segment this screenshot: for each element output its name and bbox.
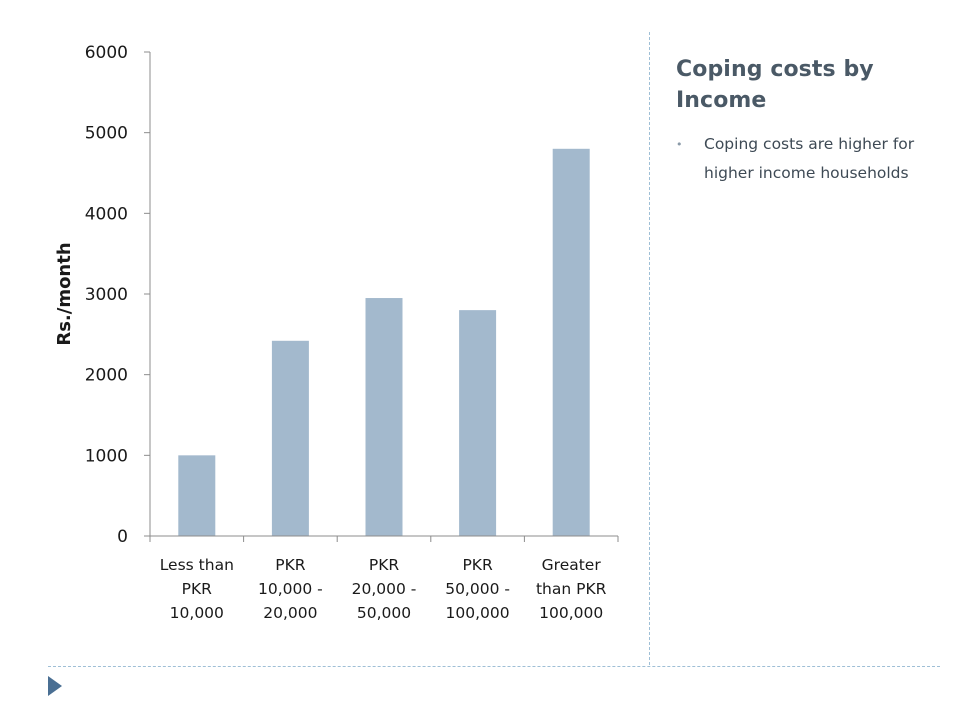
y-tick-label: 0 [117,527,128,547]
y-tick-label: 4000 [85,204,128,224]
x-tick-label: PKR 20,000 -50,000 [352,556,417,622]
y-tick-label: 6000 [85,43,128,63]
y-axis-label: Rs./month [54,242,75,345]
x-tick-label: Greater than PKR 100,000 [536,556,607,622]
slide-triangle-icon [48,676,62,696]
horizontal-divider [48,666,940,667]
y-tick-label: 5000 [85,124,128,144]
bullet-list: • Coping costs are higher for higher inc… [676,130,936,188]
x-tick-label: PKR 10,000 -20,000 [258,556,323,622]
y-tick-label: 1000 [85,446,128,466]
y-tick-label: 2000 [85,366,128,386]
bar-3 [365,298,403,536]
x-tick-label: PKR 50,000 -100,000 [445,556,510,622]
slide-title: Coping costs by Income [676,57,874,113]
bullet-text: Coping costs are higher for higher incom… [704,135,915,182]
bar-4 [459,310,497,536]
bar-chart: 0 1000 2000 3000 4000 5000 6000 Less than PKR 10,… [54,43,619,622]
bar-2 [271,340,309,536]
vertical-divider [649,32,650,665]
bar-1 [178,455,216,536]
bullet-item: • Coping costs are higher for higher inc… [676,130,936,188]
bullet-marker: • [676,138,683,151]
bar-5 [552,148,590,537]
x-tick-label: Less than PKR 10,000 [160,556,234,622]
y-tick-label: 3000 [85,285,128,305]
side-panel: Coping costs by Income • Coping costs ar… [676,54,936,188]
